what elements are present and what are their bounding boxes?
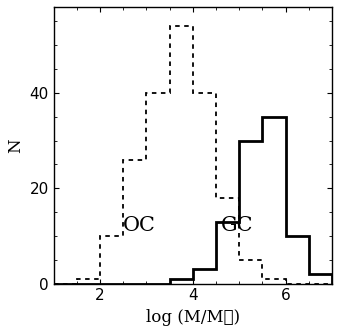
Text: GC: GC bbox=[221, 216, 253, 235]
Y-axis label: N: N bbox=[7, 138, 24, 153]
Text: OC: OC bbox=[123, 216, 156, 235]
X-axis label: log (M/M☉): log (M/M☉) bbox=[146, 309, 240, 326]
